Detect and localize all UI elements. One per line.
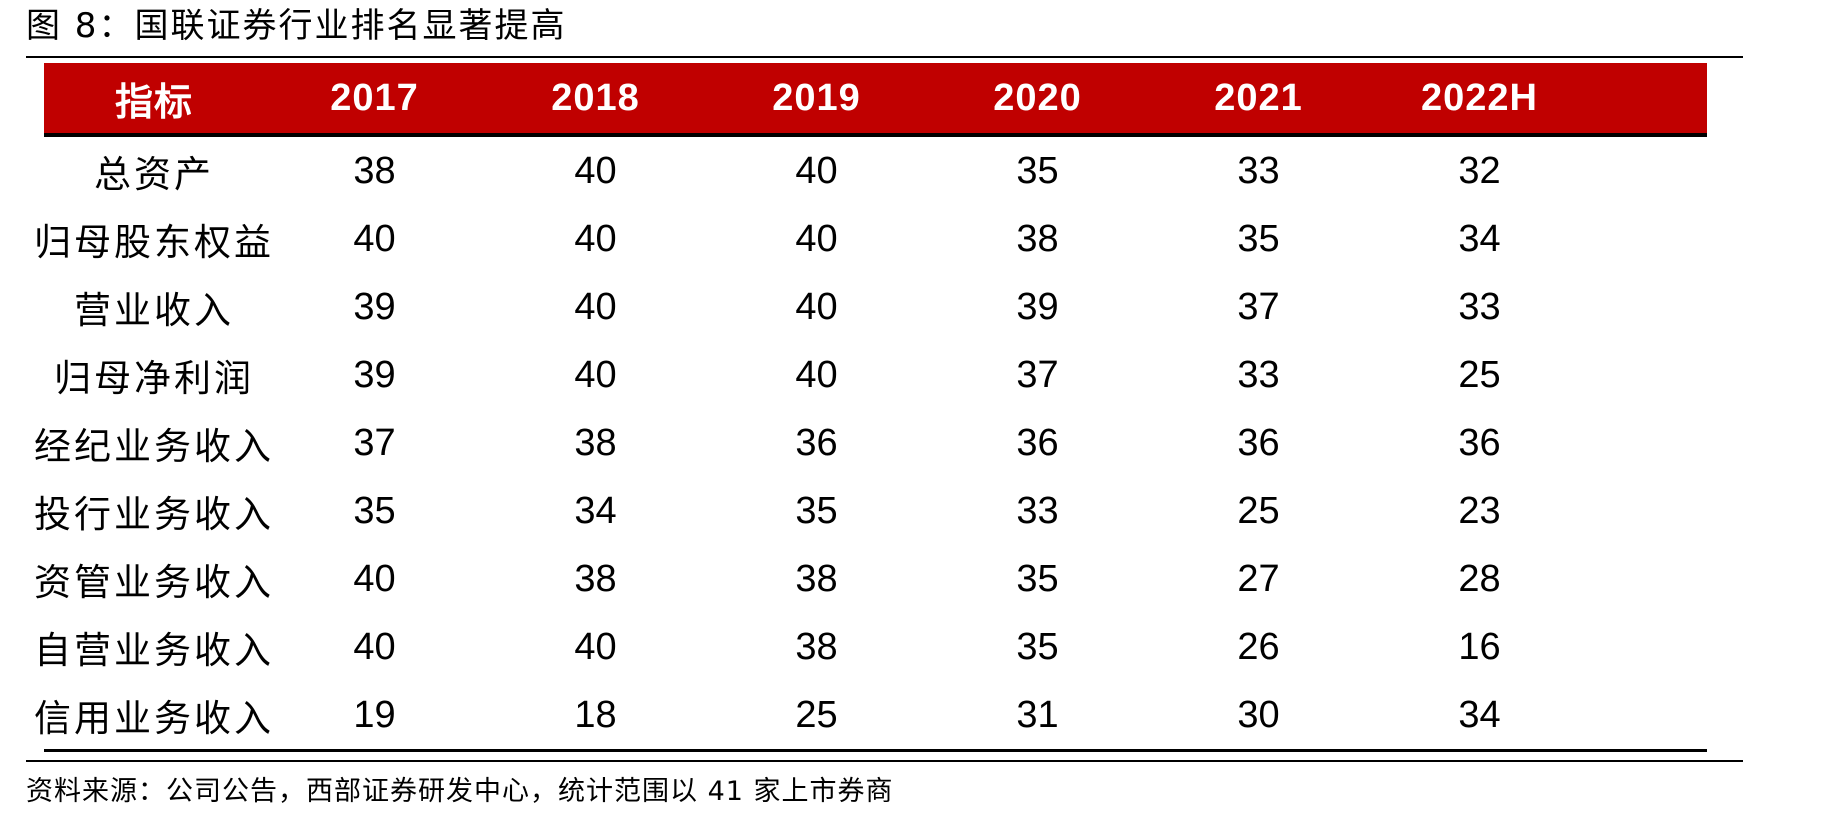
header-cell-year: 2019 [772,76,861,119]
header-cell-year: 2021 [1214,76,1303,119]
row-label: 投行业务收入 [34,493,274,536]
table-cell: 38 [795,557,838,600]
table-cell: 40 [353,625,396,668]
table-cell: 40 [574,625,617,668]
table-cell: 38 [1016,217,1059,260]
table-row: 投行业务收入 35 34 35 33 25 23 [34,477,1707,545]
table-cell: 40 [795,217,838,260]
table-cell: 35 [795,489,838,532]
table-cell: 33 [1237,149,1280,192]
table-cell: 19 [353,693,396,736]
table-row: 营业收入 39 40 40 39 37 33 [44,273,1707,341]
table-cell: 38 [795,625,838,668]
header-rule [44,133,1707,137]
table-cell: 16 [1458,625,1501,668]
table-cell: 39 [1016,285,1059,328]
table-cell: 35 [1016,557,1059,600]
table-cell: 40 [574,285,617,328]
table-row: 总资产 38 40 40 35 33 32 [44,137,1707,205]
table-cell: 36 [1016,421,1059,464]
table-cell: 27 [1237,557,1280,600]
table-cell: 33 [1016,489,1059,532]
table-cell: 34 [1458,217,1501,260]
table-cell: 25 [1458,353,1501,396]
table-row: 经纪业务收入 37 38 36 36 36 36 [34,409,1707,477]
table-cell: 28 [1458,557,1501,600]
table-cell: 38 [574,421,617,464]
table-cell: 18 [574,693,617,736]
table-cell: 37 [1237,285,1280,328]
table-cell: 23 [1458,489,1501,532]
table-cell: 40 [574,149,617,192]
table-cell: 34 [1458,693,1501,736]
header-cell-year: 2018 [551,76,640,119]
footer-rule [26,760,1743,762]
row-label: 归母净利润 [54,357,254,400]
table-cell: 40 [795,285,838,328]
header-cell-year: 2022H [1421,76,1538,119]
table-cell: 34 [574,489,617,532]
table-cell: 40 [574,353,617,396]
table-cell: 35 [353,489,396,532]
table-cell: 40 [574,217,617,260]
table-cell: 36 [1458,421,1501,464]
row-label: 归母股东权益 [34,221,274,264]
table-cell: 33 [1237,353,1280,396]
table-cell: 32 [1458,149,1501,192]
table-cell: 35 [1016,149,1059,192]
row-label: 总资产 [94,153,214,196]
row-label: 自营业务收入 [34,629,274,672]
header-cell-year: 2020 [993,76,1082,119]
row-label: 经纪业务收入 [34,425,274,468]
table-cell: 37 [353,421,396,464]
table-cell: 25 [795,693,838,736]
table-bottom-rule [44,749,1707,752]
row-label: 资管业务收入 [34,561,274,604]
table-cell: 38 [574,557,617,600]
table-cell: 25 [1237,489,1280,532]
table-cell: 40 [795,149,838,192]
table-cell: 36 [795,421,838,464]
row-label: 营业收入 [74,289,234,332]
top-rule [26,56,1743,58]
source-note: 资料来源：公司公告，西部证券研发中心，统计范围以 41 家上市券商 [26,776,894,807]
table-row: 归母股东权益 40 40 40 38 35 34 [34,205,1707,273]
table-row: 信用业务收入 19 18 25 31 30 34 [34,681,1707,749]
row-label: 信用业务收入 [34,697,274,740]
table-cell: 30 [1237,693,1280,736]
header-cell-indicator: 指标 [114,81,193,124]
table-header: 指标 2017 2018 2019 2020 2021 2022H [44,63,1707,133]
figure-title: 图 8：国联证券行业排名显著提高 [26,6,567,46]
table-cell: 35 [1237,217,1280,260]
table-body: 总资产 38 40 40 35 33 32 归母股东权益 40 40 40 38… [34,137,1707,749]
table-cell: 36 [1237,421,1280,464]
table-cell: 35 [1016,625,1059,668]
table-cell: 40 [795,353,838,396]
table-row: 归母净利润 39 40 40 37 33 25 [44,341,1707,409]
table-cell: 38 [353,149,396,192]
table-cell: 39 [353,353,396,396]
table-cell: 37 [1016,353,1059,396]
table-cell: 40 [353,557,396,600]
table-row: 自营业务收入 40 40 38 35 26 16 [34,613,1707,681]
table-cell: 26 [1237,625,1280,668]
header-cell-year: 2017 [330,76,419,119]
table-cell: 33 [1458,285,1501,328]
table-cell: 31 [1016,693,1059,736]
table-row: 资管业务收入 40 38 38 35 27 28 [34,545,1707,613]
table-cell: 39 [353,285,396,328]
table-cell: 40 [353,217,396,260]
